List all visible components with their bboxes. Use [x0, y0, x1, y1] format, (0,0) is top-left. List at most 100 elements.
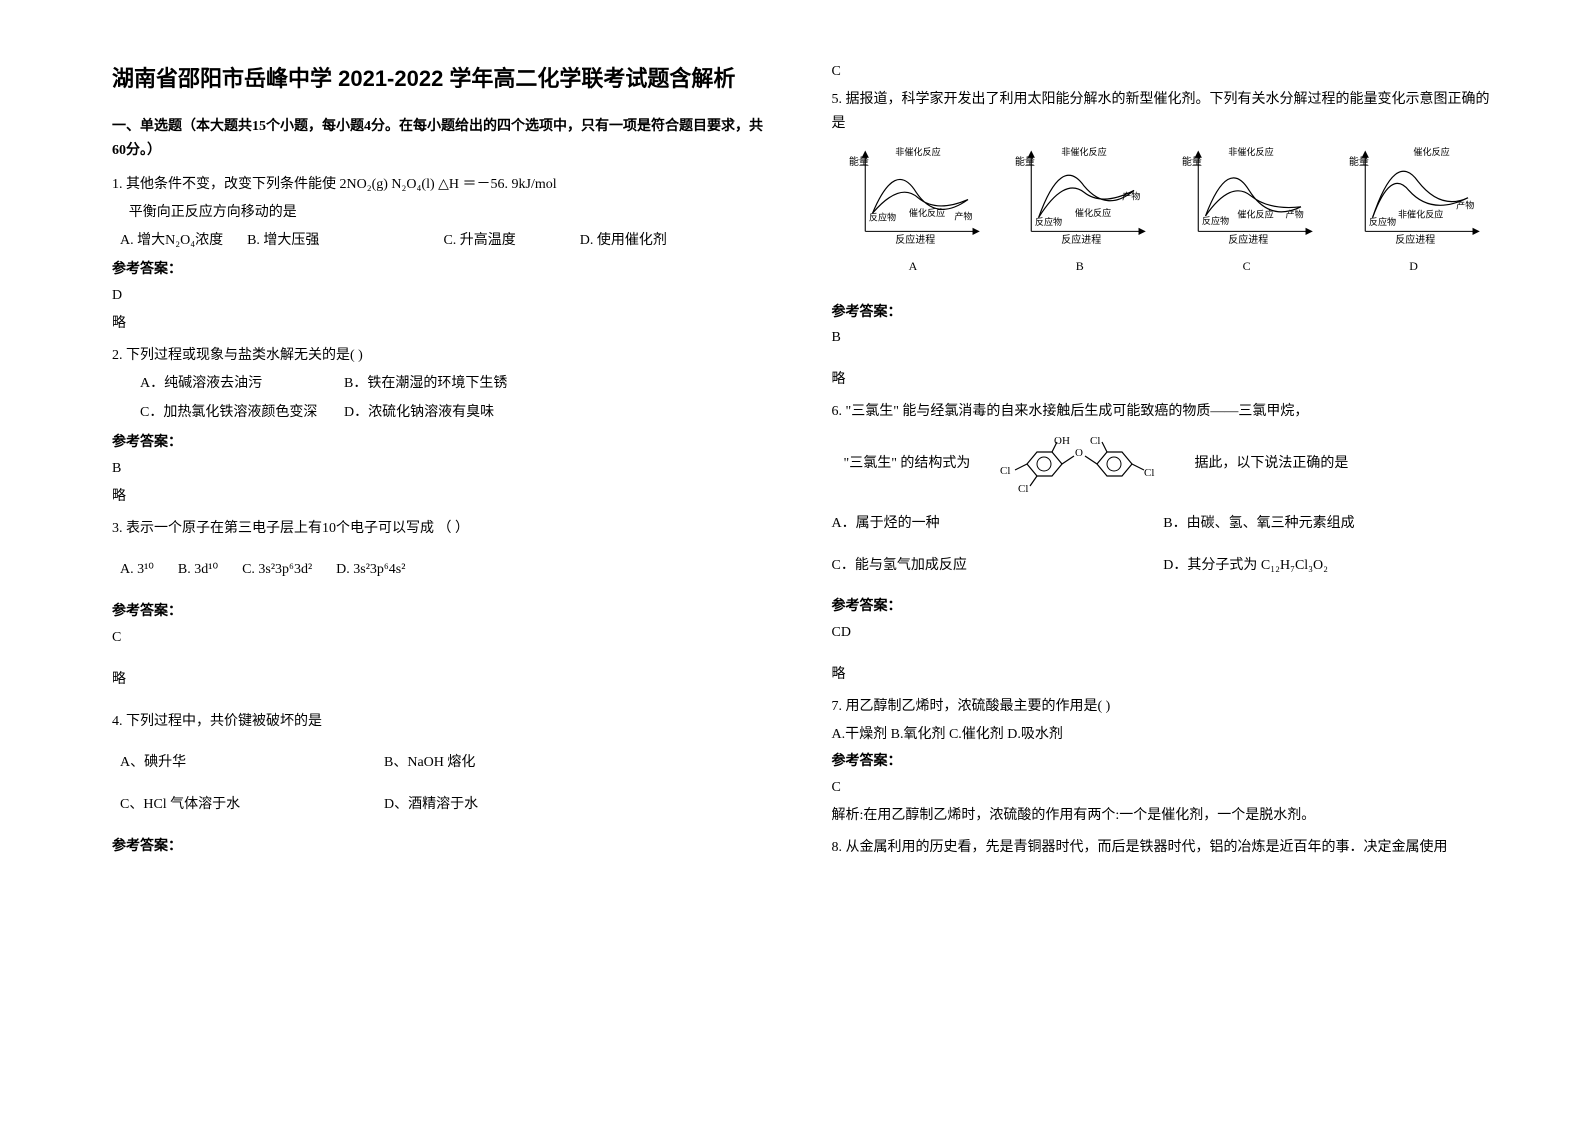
q6-opt-c: C．能与氢气加成反应: [832, 554, 1164, 578]
page-title: 湖南省邵阳市岳峰中学 2021-2022 学年高二化学联考试题含解析: [112, 60, 776, 97]
q5-stem: 5. 据报道，科学家开发出了利用太阳能分解水的新型催化剂。下列有关水分解过程的能…: [832, 88, 1496, 136]
q7-answer-label: 参考答案：: [832, 750, 1496, 774]
diag-b-cat: 催化反应: [1075, 207, 1111, 218]
diag-b-uncat: 非催化反应: [1062, 146, 1107, 157]
q4-opt-a: A、碘升华: [120, 751, 360, 775]
q5-diagram-a: 能量 非催化反应 反应物 催化反应 产物 反应进程 A: [832, 145, 995, 276]
q2-answer: B: [112, 457, 776, 481]
q4-options-row2: C、HCl 气体溶于水 D、酒精溶于水: [120, 793, 776, 817]
q6-stem2a: "三氯生" 的结构式为: [844, 452, 971, 476]
diagram-a-svg: 能量 非催化反应 反应物 催化反应 产物 反应进程: [832, 145, 995, 245]
diag-a-uncat: 非催化反应: [895, 146, 940, 157]
q5-diagram-b: 能量 非催化反应 反应物 催化反应 产物 反应进程 B: [998, 145, 1161, 276]
diagram-b-svg: 能量 非催化反应 反应物 催化反应 产物 反应进程: [998, 145, 1161, 245]
q2-options-row1: A．纯碱溶液去油污 B．铁在潮湿的环境下生锈: [120, 372, 776, 396]
q1-opt-b: B. 增大压强: [247, 229, 319, 253]
q5-skip: 略: [832, 368, 1496, 392]
q2-opt-d: D．浓硫化钠溶液有臭味: [344, 401, 494, 425]
diag-d-ylabel: 能量: [1349, 155, 1369, 168]
q5-diagram-c: 能量 非催化反应 反应物 催化反应 产物 反应进程 C: [1165, 145, 1328, 276]
q2-stem: 2. 下列过程或现象与盐类水解无关的是( ): [112, 344, 776, 368]
diag-d-xlabel: 反应进程: [1395, 234, 1435, 246]
diag-d-reactant: 反应物: [1369, 216, 1396, 227]
q6-opt-a: A．属于烃的一种: [832, 512, 1164, 536]
q4-options-row1: A、碘升华 B、NaOH 熔化: [120, 751, 776, 775]
diag-c-cat: 催化反应: [1238, 209, 1274, 220]
right-column: C 5. 据报道，科学家开发出了利用太阳能分解水的新型催化剂。下列有关水分解过程…: [804, 60, 1508, 1082]
svg-text:Cl: Cl: [1000, 465, 1010, 477]
svg-text:OH: OH: [1054, 435, 1070, 447]
diag-a-label: A: [832, 256, 995, 276]
section-1-heading: 一、单选题（本大题共15个小题，每小题4分。在每小题给出的四个选项中，只有一项是…: [112, 115, 776, 163]
q3-answer: C: [112, 626, 776, 650]
diag-a-cat: 催化反应: [908, 207, 944, 218]
question-1: 1. 其他条件不变，改变下列条件能使 2NO₂(g) N₂O₄(l) △H ＝－…: [112, 173, 776, 336]
question-5: 5. 据报道，科学家开发出了利用太阳能分解水的新型催化剂。下列有关水分解过程的能…: [832, 88, 1496, 392]
q5-answer-label: 参考答案：: [832, 301, 1496, 325]
q3-opt-a: A. 3¹⁰: [120, 558, 154, 582]
diag-a-xlabel: 反应进程: [895, 234, 935, 246]
q4-answer: C: [832, 60, 1496, 84]
q1-opt-c: C. 升高温度: [443, 229, 515, 253]
diag-b-xlabel: 反应进程: [1062, 234, 1102, 246]
question-6: 6. "三氯生" 能与经氯消毒的自来水接触后生成可能致癌的物质——三氯甲烷， "…: [832, 400, 1496, 687]
q4-stem: 4. 下列过程中，共价键被破坏的是: [112, 710, 776, 734]
q2-skip: 略: [112, 485, 776, 509]
q5-answer: B: [832, 326, 1496, 350]
q2-opt-b: B．铁在潮湿的环境下生锈: [344, 372, 507, 396]
question-8: 8. 从金属利用的历史看，先是青铜器时代，而后是铁器时代，铝的冶炼是近百年的事．…: [832, 836, 1496, 860]
diag-d-cat: 催化反应: [1414, 146, 1450, 157]
q6-skip: 略: [832, 663, 1496, 687]
svg-text:Cl: Cl: [1018, 483, 1028, 494]
left-column: 湖南省邵阳市岳峰中学 2021-2022 学年高二化学联考试题含解析 一、单选题…: [100, 60, 804, 1082]
q1-options: A. 增大N₂O₄浓度 B. 增大压强 C. 升高温度 D. 使用催化剂: [120, 229, 776, 253]
diag-c-product: 产物: [1286, 209, 1304, 220]
q6-options-row1: A．属于烃的一种 B．由碳、氢、氧三种元素组成: [832, 512, 1496, 536]
q3-opt-c: C. 3s²3p⁶3d²: [242, 558, 312, 582]
diagram-c-svg: 能量 非催化反应 反应物 催化反应 产物 反应进程: [1165, 145, 1328, 245]
q4-opt-d: D、酒精溶于水: [384, 793, 478, 817]
q7-stem: 7. 用乙醇制乙烯时，浓硫酸最主要的作用是( ): [832, 695, 1496, 719]
q4-answer-label: 参考答案：: [112, 835, 776, 859]
question-4: 4. 下列过程中，共价键被破坏的是 A、碘升华 B、NaOH 熔化 C、HCl …: [112, 710, 776, 859]
diag-b-product: 产物: [1123, 191, 1141, 202]
q7-opts: A.干燥剂 B.氧化剂 C.催化剂 D.吸水剂: [832, 723, 1496, 747]
q2-opt-c: C．加热氯化铁溶液颜色变深: [140, 401, 320, 425]
q6-stem1: 6. "三氯生" 能与经氯消毒的自来水接触后生成可能致癌的物质——三氯甲烷，: [832, 400, 1496, 424]
q5-energy-diagrams: 能量 非催化反应 反应物 催化反应 产物 反应进程 A: [832, 145, 1496, 276]
q5-diagram-d: 能量 催化反应 反应物 非催化反应 产物 反应进程 D: [1332, 145, 1495, 276]
q3-options: A. 3¹⁰ B. 3d¹⁰ C. 3s²3p⁶3d² D. 3s²3p⁶4s²: [120, 558, 776, 582]
diag-c-label: C: [1165, 256, 1328, 276]
diag-c-xlabel: 反应进程: [1229, 234, 1269, 246]
question-7: 7. 用乙醇制乙烯时，浓硫酸最主要的作用是( ) A.干燥剂 B.氧化剂 C.催…: [832, 695, 1496, 828]
q2-opt-a: A．纯碱溶液去油污: [140, 372, 320, 396]
q8-stem: 8. 从金属利用的历史看，先是青铜器时代，而后是铁器时代，铝的冶炼是近百年的事．…: [832, 836, 1496, 860]
q1-answer-label: 参考答案：: [112, 258, 776, 282]
svg-text:O: O: [1075, 447, 1083, 459]
q3-skip: 略: [112, 668, 776, 692]
q3-answer-label: 参考答案：: [112, 600, 776, 624]
q1-opt-a: A. 增大N₂O₄浓度: [120, 229, 223, 253]
diag-a-reactant: 反应物: [868, 212, 895, 223]
diag-c-ylabel: 能量: [1182, 155, 1202, 168]
diag-c-uncat: 非催化反应: [1229, 146, 1274, 157]
q2-answer-label: 参考答案：: [112, 431, 776, 455]
q1-stem-line2: 平衡向正反应方向移动的是: [112, 201, 776, 225]
diag-a-product: 产物: [954, 211, 972, 222]
q1-skip: 略: [112, 312, 776, 336]
q1-stem-line1: 1. 其他条件不变，改变下列条件能使 2NO₂(g) N₂O₄(l) △H ＝－…: [112, 173, 776, 197]
diag-a-ylabel: 能量: [848, 155, 868, 168]
q6-structure-row: "三氯生" 的结构式为 O OH Cl Cl: [844, 434, 1496, 494]
q3-opt-d: D. 3s²3p⁶4s²: [336, 558, 405, 582]
q7-explain: 解析:在用乙醇制乙烯时，浓硫酸的作用有两个:一个是催化剂，一个是脱水剂。: [832, 804, 1496, 828]
diag-d-product: 产物: [1456, 200, 1474, 211]
diag-c-reactant: 反应物: [1202, 215, 1229, 226]
q6-opt-d: D．其分子式为 C₁₂H₇Cl₃O₂: [1163, 554, 1495, 578]
diag-b-ylabel: 能量: [1015, 155, 1035, 168]
diagram-d-svg: 能量 催化反应 反应物 非催化反应 产物 反应进程: [1332, 145, 1495, 245]
q6-opt-b: B．由碳、氢、氧三种元素组成: [1163, 512, 1495, 536]
q6-stem2b: 据此，以下说法正确的是: [1194, 452, 1348, 476]
question-3: 3. 表示一个原子在第三电子层上有10个电子可以写成 （ ） A. 3¹⁰ B.…: [112, 517, 776, 692]
q4-opt-c: C、HCl 气体溶于水: [120, 793, 360, 817]
q6-answer-label: 参考答案：: [832, 595, 1496, 619]
